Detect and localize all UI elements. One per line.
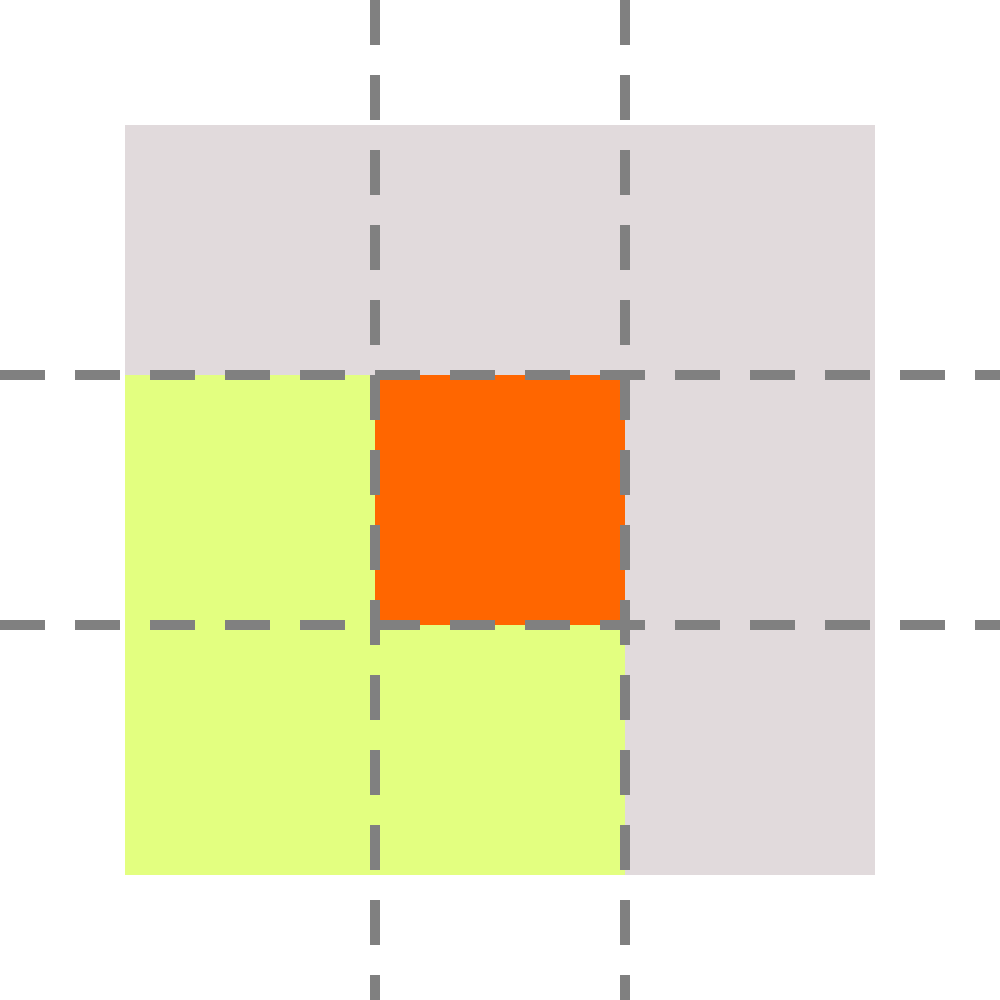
cells-layer [125,125,875,875]
cell-r2-c1-neighbor [375,625,625,875]
cell-r0-c2-background [625,125,875,375]
cell-r1-c2-background [625,375,875,625]
cell-r2-c2-background [625,625,875,875]
cell-r0-c0-background [125,125,375,375]
cell-r0-c1-background [375,125,625,375]
cell-r2-c0-neighbor [125,625,375,875]
cell-r1-c1-center [375,375,625,625]
cell-r1-c0-neighbor [125,375,375,625]
